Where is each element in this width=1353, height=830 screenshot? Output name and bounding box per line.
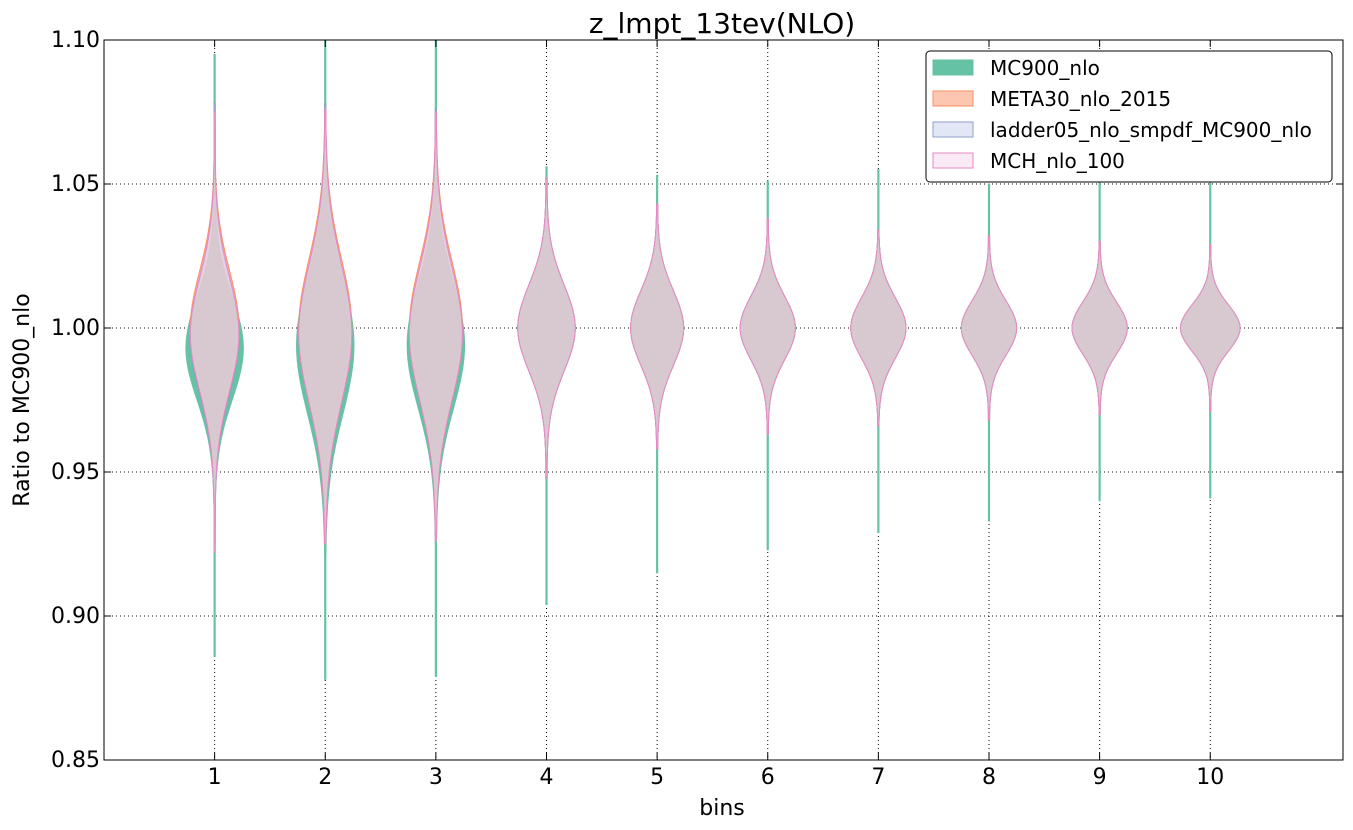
violin	[1071, 241, 1128, 415]
legend-label: ladder05_nlo_smpdf_MC900_nlo	[990, 118, 1312, 142]
legend-label: MCH_nlo_100	[990, 149, 1125, 173]
legend-swatch	[932, 90, 974, 107]
y-axis-ticks: 0.85 0.90 0.95 1.00 1.05 1.10	[51, 28, 1343, 773]
x-axis-ticks: 1 2 3 4 5 6 7 8 9 10	[208, 40, 1224, 790]
x-tick-label: 6	[761, 765, 775, 790]
x-tick-label: 4	[540, 765, 554, 790]
y-tick-label: 0.85	[51, 748, 100, 773]
violin	[189, 111, 240, 554]
x-tick-label: 2	[318, 765, 332, 790]
legend-label: MC900_nlo	[990, 56, 1100, 80]
legend: MC900_nlo META30_nlo_2015 ladder05_nlo_smp…	[925, 50, 1333, 183]
y-axis-label: Ratio to MC900_nlo	[10, 293, 35, 506]
x-tick-label: 9	[1093, 765, 1107, 790]
x-tick-label: 8	[982, 765, 996, 790]
violin	[850, 229, 907, 427]
violin	[960, 235, 1018, 421]
x-tick-label: 3	[429, 765, 443, 790]
legend-swatch	[932, 152, 974, 169]
chart-title: z_lmpt_13tev(NLO)	[589, 7, 855, 40]
violin	[408, 111, 463, 542]
legend-box	[925, 50, 1333, 183]
plot-frame	[103, 39, 1344, 761]
y-tick-label: 1.00	[51, 316, 100, 341]
y-tick-label: 0.90	[51, 604, 100, 629]
x-tick-label: 7	[871, 765, 885, 790]
legend-label: META30_nlo_2015	[990, 87, 1171, 111]
x-tick-label: 5	[650, 765, 664, 790]
series-mch-nlo-100	[189, 108, 1241, 554]
violins-layer	[185, 39, 1241, 680]
legend-swatch	[932, 59, 974, 76]
violin	[739, 218, 796, 436]
y-tick-label: 1.10	[51, 28, 100, 53]
violin	[630, 203, 685, 450]
violin	[298, 108, 353, 545]
violin	[517, 177, 576, 479]
legend-swatch	[932, 121, 974, 138]
violin	[1179, 243, 1241, 413]
y-tick-label: 0.95	[51, 460, 100, 485]
x-axis-label: bins	[699, 796, 744, 821]
x-tick-label: 1	[208, 765, 222, 790]
y-tick-label: 1.05	[51, 172, 100, 197]
x-tick-label: 10	[1196, 765, 1224, 790]
